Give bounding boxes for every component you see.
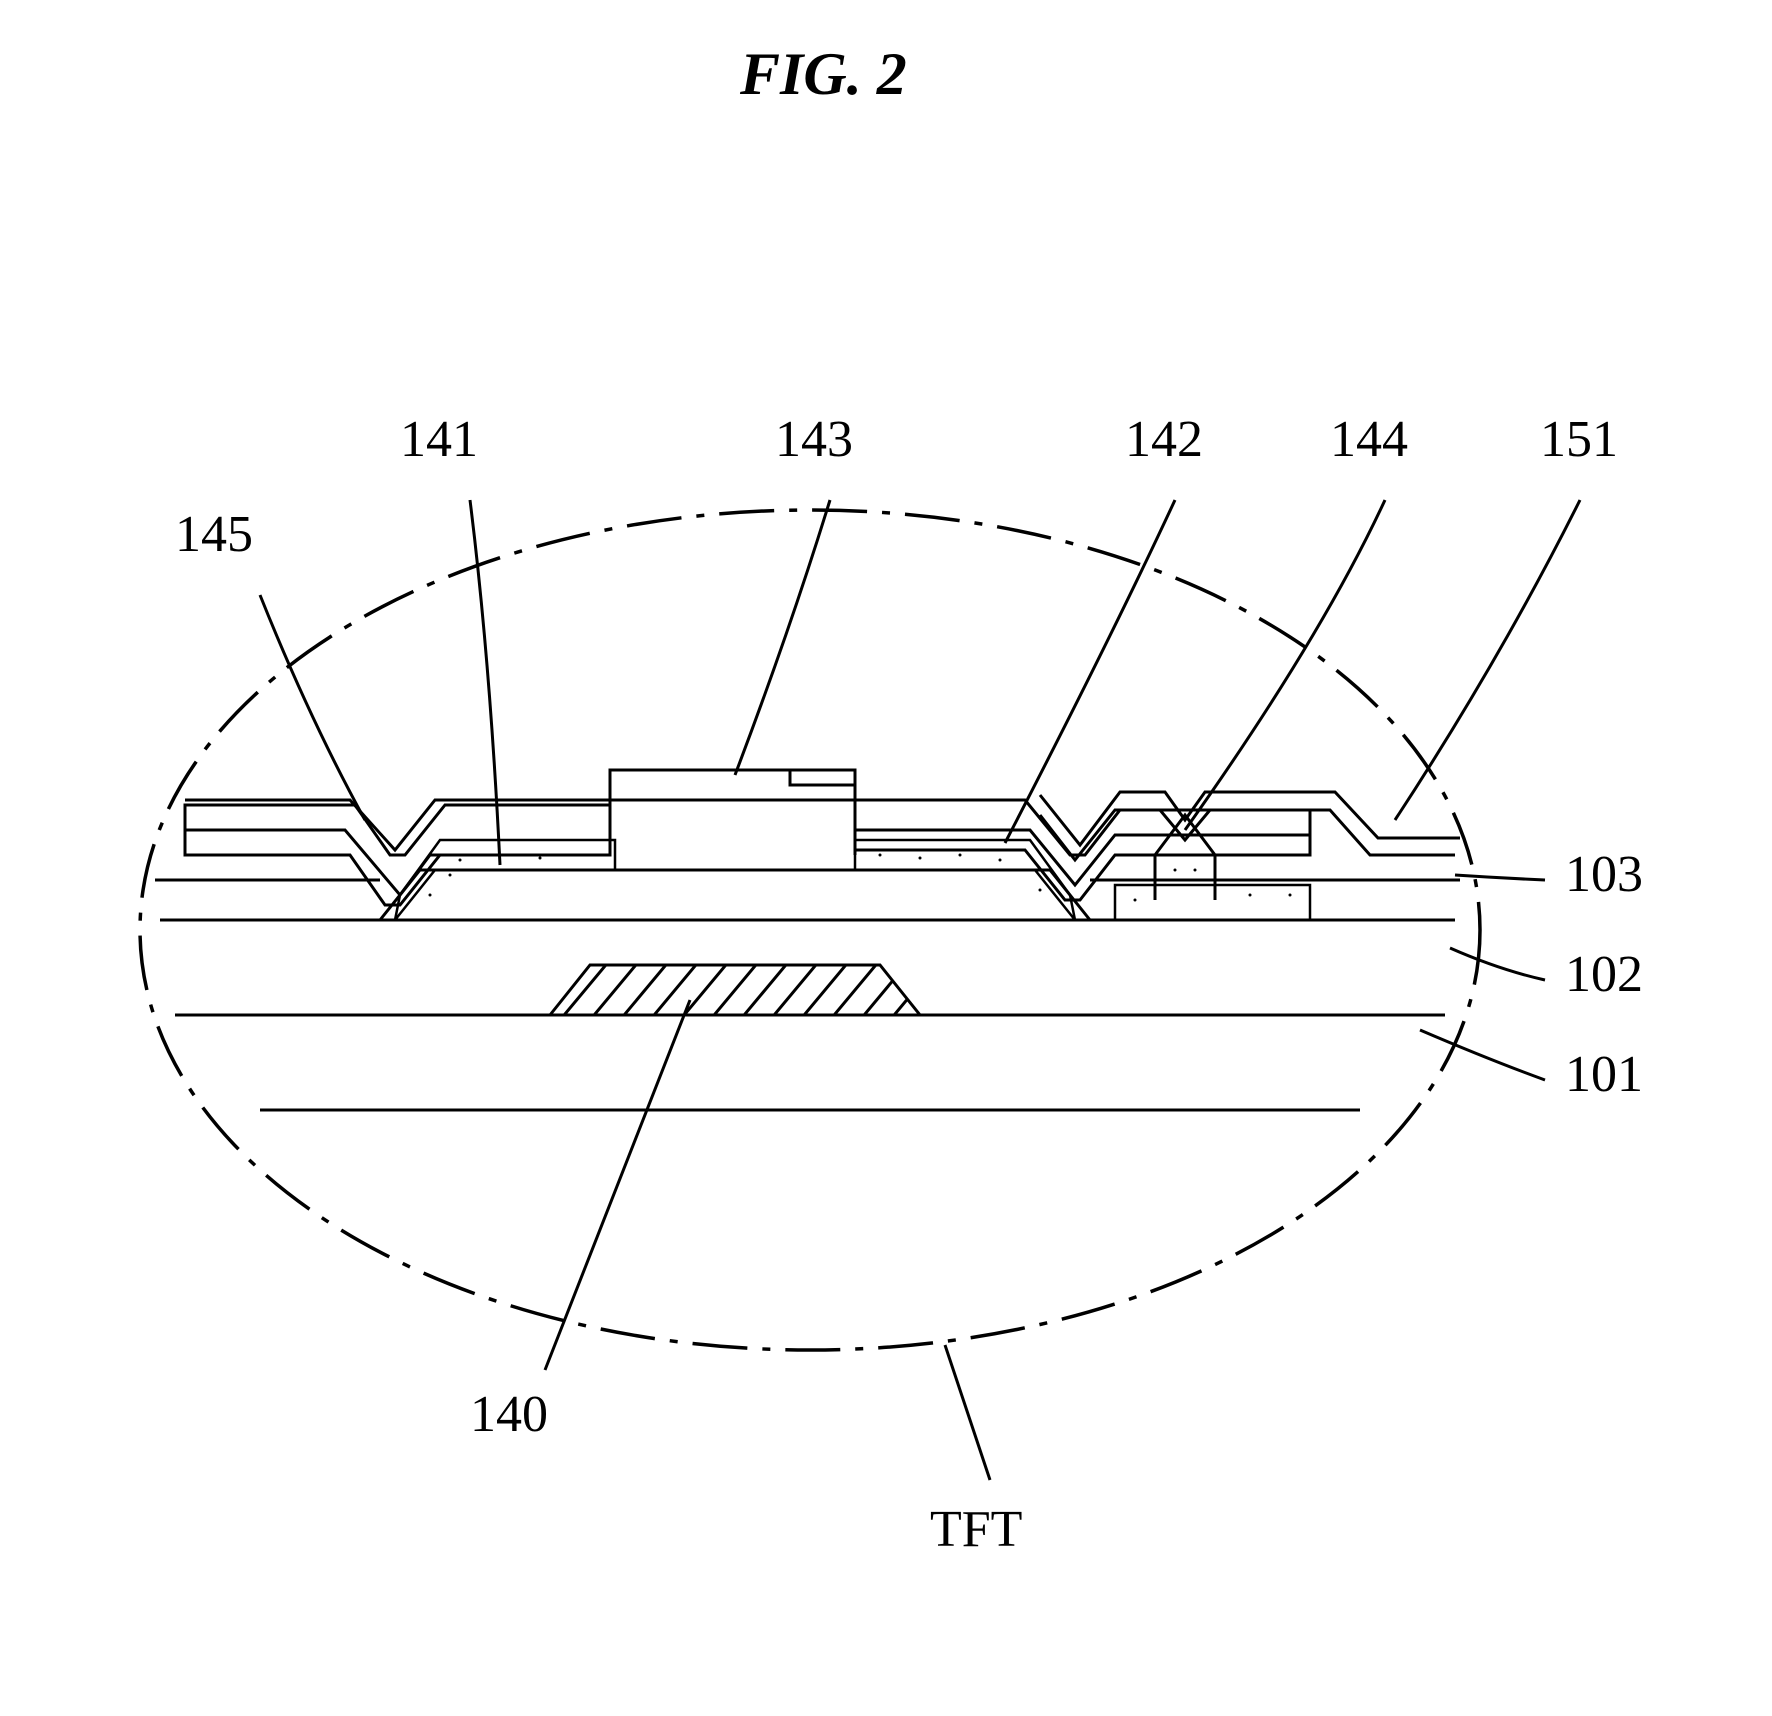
label-101: 101 bbox=[1565, 1045, 1643, 1104]
label-144: 144 bbox=[1330, 410, 1408, 469]
semiconductor-141 bbox=[380, 870, 1090, 920]
label-143: 143 bbox=[775, 410, 853, 469]
label-tft: TFT bbox=[930, 1500, 1022, 1559]
drain-top-144 bbox=[855, 830, 1310, 885]
label-102: 102 bbox=[1565, 945, 1643, 1004]
label-141: 141 bbox=[400, 410, 478, 469]
label-103: 103 bbox=[1565, 845, 1643, 904]
figure-title: FIG. 2 bbox=[740, 40, 907, 109]
right-contact-notch bbox=[1134, 815, 1292, 902]
label-151: 151 bbox=[1540, 410, 1618, 469]
label-140: 140 bbox=[470, 1385, 548, 1444]
leader-lines bbox=[260, 500, 1580, 1480]
right-dotted-bar bbox=[1115, 885, 1310, 920]
gate-electrode-140 bbox=[550, 960, 940, 1020]
label-142: 142 bbox=[1125, 410, 1203, 469]
ohmic-contact-left bbox=[395, 840, 615, 920]
boundary-ellipse bbox=[140, 510, 1480, 1350]
ohmic-contact-right bbox=[855, 840, 1075, 920]
label-145: 145 bbox=[175, 505, 253, 564]
